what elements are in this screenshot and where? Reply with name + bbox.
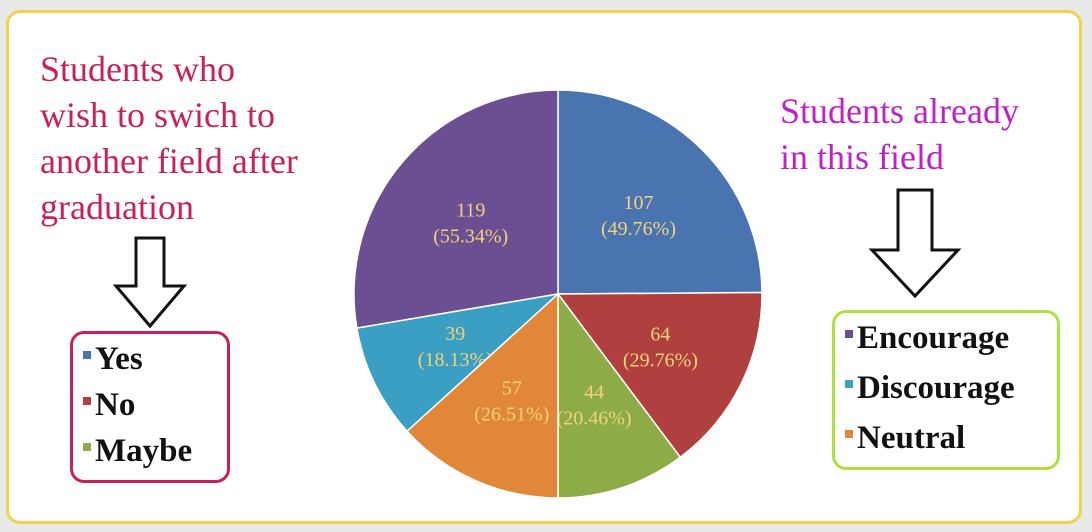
pie-slice-neutral <box>406 292 559 499</box>
slice-percent: (20.46%) <box>557 407 632 429</box>
legend-swatch <box>83 351 91 360</box>
slice-data-label: 119 (55.34%) <box>433 199 508 247</box>
slice-value: 44 <box>584 381 604 403</box>
pie-slice-encourage <box>353 90 559 329</box>
slice-data-label: 107 (49.76%) <box>601 192 676 240</box>
right-caption: Students already in this field <box>780 91 1019 177</box>
right-legend: Encourage Discourage Neutral <box>832 310 1060 470</box>
legend-swatch <box>845 380 853 389</box>
pie-slice-yes <box>557 90 763 295</box>
legend-swatch <box>83 397 91 406</box>
legend-swatch <box>83 443 91 452</box>
legend-item-no: No <box>83 386 135 424</box>
slice-value: 57 <box>502 378 522 400</box>
legend-item-yes: Yes <box>83 340 143 378</box>
legend-swatch <box>845 330 853 339</box>
legend-item-discourage: Discourage <box>845 369 1015 407</box>
legend-swatch <box>845 430 853 439</box>
slice-percent: (29.76%) <box>623 350 698 372</box>
slice-percent: (26.51%) <box>474 404 549 426</box>
legend-item-neutral: Neutral <box>845 419 965 457</box>
legend-item-encourage: Encourage <box>845 319 1009 357</box>
slice-data-label: 44 (20.46%) <box>557 381 632 429</box>
slice-value: 119 <box>456 199 485 221</box>
slice-percent: (18.13%) <box>418 349 493 371</box>
left-legend: Yes No Maybe <box>70 331 230 483</box>
left-caption: Students who wish to swich to another fi… <box>40 49 298 227</box>
slice-data-label: 39 (18.13%) <box>418 323 493 371</box>
slice-data-label: 57 (26.51%) <box>474 378 549 426</box>
legend-item-maybe: Maybe <box>83 432 192 470</box>
pie-chart: 107 (49.76%) 64 (29.76%) 44 (20.46%) 119 (55.34… <box>353 90 763 499</box>
slice-value: 39 <box>445 323 465 345</box>
slice-data-label: 64 (29.76%) <box>623 324 698 372</box>
slice-percent: (55.34%) <box>433 225 508 247</box>
pie-slice-discourage <box>356 292 561 433</box>
pie-slice-no <box>556 291 763 459</box>
slice-value: 64 <box>650 324 670 346</box>
slice-value: 107 <box>624 192 654 214</box>
slice-percent: (49.76%) <box>601 218 676 240</box>
left-down-arrow-icon <box>112 236 188 329</box>
pie-slice-maybe <box>557 291 682 499</box>
right-down-arrow-icon <box>868 188 962 299</box>
